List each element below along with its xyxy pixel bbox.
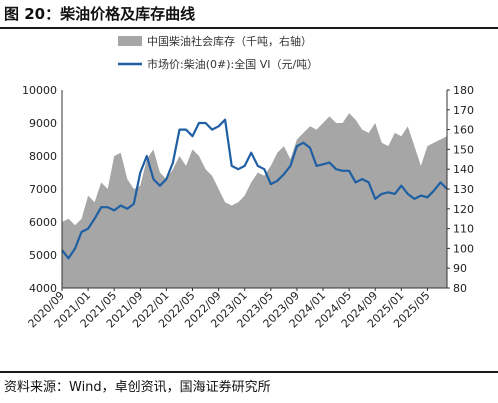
right-tick-label: 170 [453,104,474,117]
right-tick-label: 120 [453,203,474,216]
legend-label-inventory: 中国柴油社会库存（千吨，右轴） [147,34,312,48]
inventory-area [62,113,447,288]
left-tick-label: 8000 [29,150,57,163]
source-rule [0,371,498,373]
right-tick-label: 130 [453,183,474,196]
left-tick-label: 6000 [29,216,57,229]
source-note: 资料来源：Wind，卓创资讯，国海证券研究所 [4,380,271,395]
left-axis: 4000 5000 6000 7000 8000 9000 10000 [22,84,57,295]
legend-label-price: 市场价:柴油(0#):全国 VI（元/吨） [147,57,318,71]
right-tick-label: 80 [453,282,467,295]
price-line [61,118,448,260]
x-axis: 2020/092021/012021/052021/092022/012022/… [26,288,433,330]
right-tick-label: 180 [453,84,474,97]
diesel-price-inventory-chart: 4000 5000 6000 7000 8000 9000 10000 80 90 100 110… [22,34,474,330]
left-tick-label: 9000 [29,117,57,130]
left-tick-label: 4000 [29,282,57,295]
inventory-area-layer [62,113,447,288]
right-tick-label: 140 [453,163,474,176]
left-tick-label: 10000 [22,84,57,97]
left-tick-label: 5000 [29,249,57,262]
legend: 中国柴油社会库存（千吨，右轴） 市场价:柴油(0#):全国 VI（元/吨） [118,34,318,71]
right-axis: 80 90 100 110 120 130 140 150 160 170 180 [447,84,474,295]
right-tick-label: 150 [453,143,474,156]
right-tick-label: 100 [453,242,474,255]
legend-swatch-inventory [118,36,142,46]
right-tick-label: 160 [453,124,474,137]
price-line-layer [61,118,448,260]
title-rule [0,27,498,29]
left-tick-label: 7000 [29,183,57,196]
figure-title: 图 20：柴油价格及库存曲线 [4,5,196,23]
right-tick-label: 90 [453,262,467,275]
right-tick-label: 110 [453,223,474,236]
